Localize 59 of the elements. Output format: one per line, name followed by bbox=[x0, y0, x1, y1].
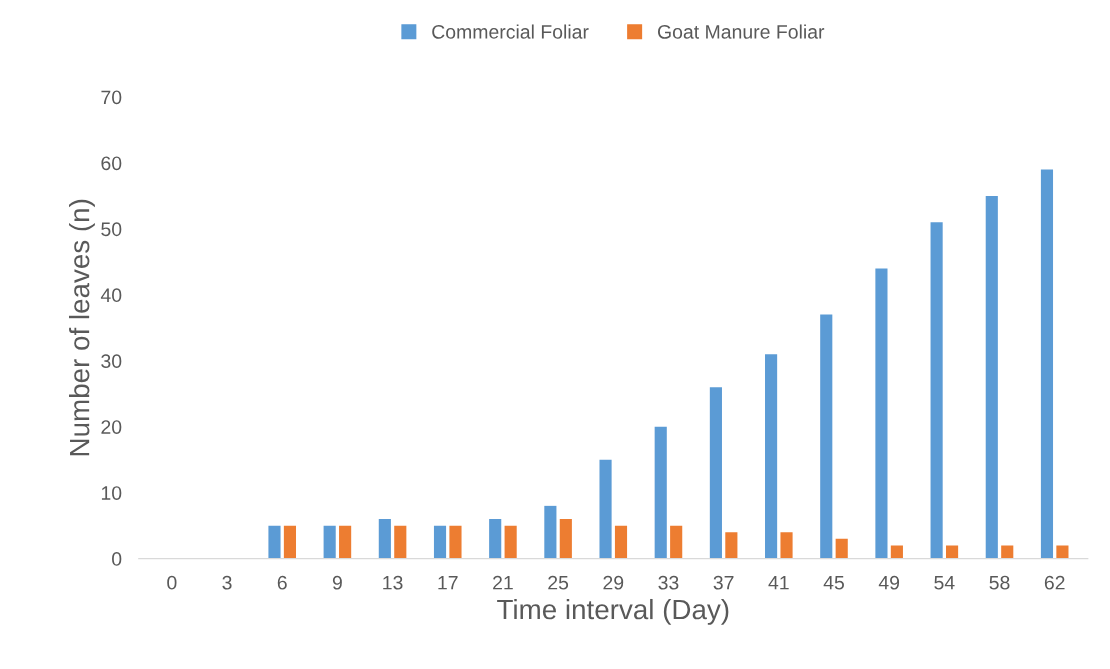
x-tick-label: 17 bbox=[438, 576, 458, 590]
bar bbox=[489, 519, 502, 559]
x-tick-label: 21 bbox=[493, 575, 513, 590]
legend-label: Commercial Foliar bbox=[432, 24, 589, 39]
bar bbox=[559, 519, 572, 559]
y-axis-title: Number of leaves (n) bbox=[69, 199, 95, 456]
x-tick-label: 45 bbox=[823, 576, 844, 590]
x-tick-label: 0 bbox=[167, 575, 177, 590]
x-tick-label: 49 bbox=[878, 575, 900, 590]
y-tick-label: 60 bbox=[101, 156, 122, 171]
x-tick-label: 25 bbox=[548, 575, 569, 590]
y-tick-label: 20 bbox=[101, 420, 122, 434]
x-tick-label: 62 bbox=[1044, 575, 1065, 590]
x-tick-label: 29 bbox=[603, 575, 624, 590]
bar bbox=[433, 525, 447, 559]
bar bbox=[875, 268, 888, 559]
x-tick-label: 37 bbox=[713, 575, 734, 590]
x-axis-title: Time interval (Day) bbox=[497, 598, 729, 625]
x-tick-label: 58 bbox=[989, 575, 1010, 590]
legend-label: Goat Manure Foliar bbox=[657, 24, 825, 39]
bar bbox=[1001, 545, 1014, 559]
bar bbox=[670, 525, 683, 559]
y-tick-label: 10 bbox=[101, 486, 122, 500]
bar bbox=[599, 459, 612, 559]
x-tick-label: 6 bbox=[277, 575, 287, 590]
x-tick-label: 41 bbox=[768, 576, 789, 590]
bar bbox=[654, 426, 667, 559]
bar bbox=[1040, 169, 1054, 559]
x-tick-label: 13 bbox=[383, 575, 403, 590]
bar bbox=[378, 519, 391, 559]
bar bbox=[725, 532, 738, 559]
y-tick-label: 40 bbox=[100, 288, 122, 303]
bar bbox=[820, 314, 833, 559]
bar bbox=[614, 525, 628, 559]
bar bbox=[339, 525, 352, 559]
x-tick-label: 54 bbox=[934, 576, 955, 590]
bar bbox=[268, 525, 281, 559]
bar bbox=[323, 525, 336, 559]
bar bbox=[544, 505, 557, 559]
y-tick-label: 50 bbox=[101, 222, 122, 237]
bar bbox=[504, 525, 517, 559]
y-tick-label: 70 bbox=[101, 90, 122, 105]
bar bbox=[765, 354, 778, 559]
x-tick-label: 33 bbox=[658, 575, 679, 590]
bar bbox=[835, 538, 848, 559]
y-tick-label: 30 bbox=[101, 354, 122, 369]
bar bbox=[985, 195, 998, 559]
bar bbox=[394, 525, 407, 559]
bar bbox=[1056, 545, 1069, 559]
y-tick-label: 0 bbox=[112, 552, 122, 566]
bar bbox=[930, 222, 943, 559]
bar bbox=[945, 545, 959, 559]
x-tick-label: 9 bbox=[332, 575, 342, 590]
bar bbox=[449, 525, 462, 559]
bar bbox=[780, 532, 793, 559]
bar bbox=[890, 545, 903, 559]
bar bbox=[283, 525, 297, 559]
bar bbox=[709, 387, 722, 559]
x-tick-label: 3 bbox=[222, 575, 232, 590]
